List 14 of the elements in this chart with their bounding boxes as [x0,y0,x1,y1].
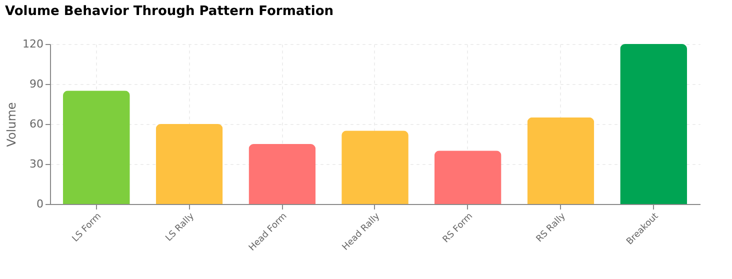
y-axis-title: Volume [4,102,19,147]
bar [434,150,502,204]
y-tick-label: 60 [30,118,44,130]
y-tick-label: 30 [30,158,44,170]
y-tick-label: 120 [22,38,44,50]
y-tick-label: 0 [36,198,44,210]
bar [527,117,594,204]
bar [63,90,130,204]
bar [620,44,687,204]
bar [342,130,408,204]
bar [156,124,223,204]
y-tick-label: 90 [30,78,44,90]
bar [248,144,316,204]
chart-title: Volume Behavior Through Pattern Formation [5,4,334,19]
